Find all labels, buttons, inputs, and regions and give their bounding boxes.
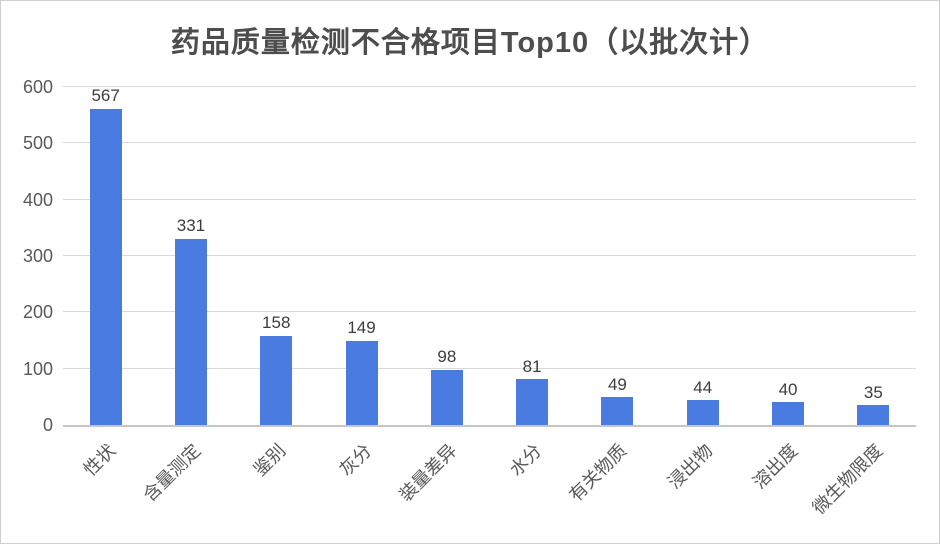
x-tick-label: 性状: [79, 440, 120, 480]
bar-value-label: 158: [262, 313, 291, 333]
bar-slot: 98: [404, 87, 489, 425]
bar-value-label: 49: [607, 374, 627, 394]
y-axis: 0 100 200 300 400 500 600: [1, 78, 53, 434]
y-tick-label: 100: [22, 358, 53, 379]
bar-slot: 158: [234, 87, 319, 425]
bar: [260, 336, 293, 425]
bar-slot: 35: [831, 87, 916, 425]
y-tick-label: 500: [22, 133, 53, 154]
x-slot: 性状: [63, 435, 148, 539]
y-tick-label: 300: [22, 246, 53, 266]
plot-area: 567 331 158 149 98 81 49 44 40 35: [63, 86, 916, 427]
bar: [772, 402, 805, 425]
gridline: [63, 311, 916, 313]
bar-value-label: 81: [522, 356, 542, 376]
x-tick-label: 鉴别: [250, 440, 290, 480]
bar: [516, 379, 549, 425]
y-tick-label: 200: [22, 302, 53, 323]
bar: [345, 341, 378, 425]
x-slot: 水分: [489, 435, 574, 539]
x-tick-label: 装量差异: [395, 440, 461, 506]
x-slot: 溶出度: [745, 435, 830, 539]
bar-value-label: 40: [778, 379, 798, 399]
x-slot: 浸出物: [660, 435, 745, 539]
x-slot: 鉴别: [234, 435, 319, 539]
x-tick-label: 含量测定: [139, 440, 205, 506]
bar-slot: 331: [148, 87, 233, 425]
bar-slot: 40: [745, 87, 830, 425]
y-tick-label: 600: [22, 77, 53, 97]
bar: [174, 238, 207, 425]
x-tick-label: 灰分: [335, 440, 375, 480]
bar-slot: 149: [319, 87, 404, 425]
bar: [857, 405, 890, 425]
x-slot: 装量差异: [395, 435, 489, 539]
bar-value-label: 331: [176, 215, 206, 235]
x-axis: 性状 含量测定 鉴别 灰分 装量差异 水分 有关物质 浸出物 溶出度 微生物限度: [63, 435, 916, 539]
bar-slot: 567: [63, 86, 148, 425]
bar-value-label: 44: [693, 377, 713, 397]
bar: [430, 369, 463, 425]
gridline: [63, 367, 916, 369]
bar-value-label: 35: [863, 382, 883, 402]
bar-series: 567 331 158 149 98 81 49 44 40 35: [63, 86, 916, 425]
chart-title: 药品质量检测不合格项目Top10（以批次计）: [170, 27, 770, 59]
bar-slot: 81: [489, 87, 574, 425]
x-tick-label: 水分: [505, 440, 546, 480]
x-slot: 灰分: [319, 435, 404, 539]
x-tick-label: 浸出物: [663, 440, 717, 493]
gridline: [63, 142, 916, 144]
bar-value-label: 98: [437, 347, 457, 367]
x-tick-label: 溶出度: [749, 440, 802, 493]
bar-slot: 49: [575, 87, 660, 425]
x-slot: 含量测定: [139, 435, 233, 539]
bar: [89, 108, 122, 425]
y-tick-label: 400: [22, 189, 53, 210]
bar-slot: 44: [660, 87, 745, 425]
bar: [686, 400, 719, 425]
bar-value-label: 567: [91, 86, 120, 105]
y-tick-label: 0: [42, 415, 53, 435]
bar-value-label: 149: [347, 318, 376, 338]
bar: [601, 397, 634, 425]
x-slot: 微生物限度: [809, 435, 916, 539]
x-tick-label: 有关物质: [565, 440, 631, 506]
gridline: [63, 255, 916, 256]
gridline: [63, 198, 916, 200]
gridline: [63, 86, 916, 87]
x-slot: 有关物质: [566, 435, 660, 539]
